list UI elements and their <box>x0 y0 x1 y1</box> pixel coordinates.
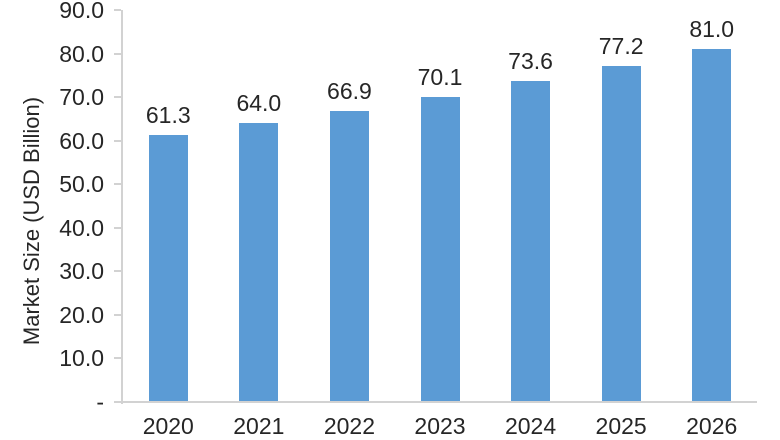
y-axis-tick-mark <box>114 401 121 403</box>
x-axis-tick-label: 2020 <box>142 413 194 439</box>
y-axis-tick-label: 50.0 <box>59 171 104 198</box>
y-axis-tick-mark <box>114 139 121 142</box>
bar-2020 <box>148 135 188 402</box>
x-axis-tick-label: 2025 <box>595 413 647 439</box>
bar-value-label: 66.9 <box>327 77 372 104</box>
bar-2023 <box>420 96 460 402</box>
y-axis-line <box>121 10 123 404</box>
y-axis-tick-mark <box>114 183 121 186</box>
y-axis-tick-mark <box>114 52 121 55</box>
y-axis-tick-label: 80.0 <box>59 40 104 67</box>
y-axis-tick-mark <box>114 270 121 273</box>
y-axis-tick-label: - <box>96 389 104 415</box>
y-axis-tick-mark <box>114 226 121 229</box>
bar-value-label: 64.0 <box>236 90 282 117</box>
y-axis-tick-label: 10.0 <box>59 345 104 372</box>
x-axis-tick-label: 2026 <box>686 413 738 439</box>
y-axis-tick-mark <box>114 313 121 316</box>
y-axis-tick-mark <box>114 357 121 360</box>
y-axis-tick-mark <box>114 9 121 11</box>
bar-value-label: 70.1 <box>417 63 463 90</box>
y-axis-tick-label: 40.0 <box>59 214 104 241</box>
y-axis-tick-mark <box>114 96 121 99</box>
bar-2021 <box>239 123 279 402</box>
bar-value-label: 77.2 <box>598 32 644 59</box>
y-axis-tick-label: 30.0 <box>59 258 104 285</box>
bar-2025 <box>601 65 641 402</box>
bar-2024 <box>511 81 551 402</box>
bar-value-label: 81.0 <box>689 16 735 43</box>
bar-2022 <box>329 110 369 402</box>
y-axis-tick-label: 90.0 <box>59 0 104 23</box>
bar-2026 <box>692 49 732 402</box>
x-axis-tick-label: 2024 <box>504 413 557 439</box>
y-axis-tick-label: 70.0 <box>59 84 104 111</box>
x-axis-baseline <box>123 401 757 403</box>
y-axis-tick-label: 20.0 <box>59 301 104 328</box>
x-axis-tick-label: 2023 <box>414 413 466 439</box>
y-axis-tick-label: 60.0 <box>59 127 104 154</box>
x-axis-tick-label: 2022 <box>323 413 375 439</box>
bar-value-label: 73.6 <box>508 48 553 75</box>
x-axis-tick-label: 2021 <box>233 413 285 439</box>
bar-value-label: 61.3 <box>145 102 191 128</box>
